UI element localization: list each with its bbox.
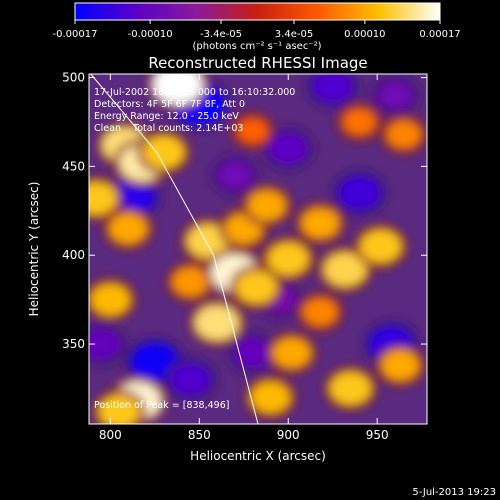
hot-spot: [272, 337, 311, 369]
chart-title: Reconstructed RHESSI Image: [148, 54, 367, 72]
y-tick-label: 400: [62, 248, 85, 262]
hot-spot: [267, 242, 309, 276]
hot-spot: [302, 298, 338, 326]
hot-spot: [153, 74, 203, 105]
colorbar-tick-label: -3.4e-05: [200, 29, 242, 40]
plot-frame: [88, 73, 428, 425]
axis-ticks: 800 850 900 950 350 400 450 500: [62, 71, 427, 442]
y-tick-label: 350: [62, 337, 85, 351]
colorbar-unit-label: (photons cm⁻² s⁻¹ asec⁻²): [192, 41, 321, 52]
cold-spot: [268, 132, 309, 165]
annotation-clean-counts: Clean Total counts: 2.14E+03: [94, 123, 243, 134]
cold-spot: [89, 328, 121, 360]
hot-spot: [250, 381, 291, 414]
hot-spot: [172, 267, 209, 297]
cold-spot: [216, 160, 254, 190]
hot-spot: [109, 213, 148, 244]
y-axis-label: Heliocentric Y (arcsec): [27, 182, 41, 317]
colorbar: [74, 2, 441, 21]
x-tick-label: 950: [366, 428, 389, 442]
colorbar-tick-label: -0.00010: [128, 29, 173, 40]
hot-spot: [329, 372, 372, 405]
cold-spot: [233, 337, 272, 369]
hot-spot: [142, 135, 185, 169]
hot-spot: [247, 190, 286, 221]
cold-spot: [169, 363, 212, 396]
colorbar-ticks: -0.00017 -0.00010 -3.4e-05 3.4e-05 0.00010 0.…: [53, 20, 461, 40]
hot-spot: [235, 270, 277, 304]
hot-spot: [386, 120, 422, 149]
hot-spot: [186, 223, 230, 259]
annotation-time-range: 17-Jul-2002 16:04:56.000 to 16:10:32.000: [94, 87, 295, 98]
heatmap: [89, 74, 427, 424]
x-axis-label: Heliocentric X (arcsec): [190, 449, 326, 463]
hot-spot: [194, 305, 240, 341]
hot-spot: [89, 181, 117, 215]
y-tick-label: 450: [62, 159, 85, 173]
hot-spot: [98, 395, 140, 424]
solar-limb-line: [90, 74, 259, 424]
hot-spot: [90, 283, 131, 316]
x-tick-label: 800: [99, 428, 122, 442]
x-tick-label: 900: [277, 428, 300, 442]
cold-spot: [312, 74, 354, 103]
hot-spot: [236, 118, 269, 144]
hot-spot: [360, 229, 402, 263]
peak-position-label: Position of Peak = [838,496]: [94, 400, 229, 411]
annotation-energy-range: Energy Range: 12.0 - 25.0 keV: [94, 111, 239, 122]
colorbar-tick-label: 3.4e-05: [275, 29, 313, 40]
hot-spot: [381, 350, 420, 381]
cold-spot: [376, 80, 414, 110]
x-tick-label: 850: [188, 428, 211, 442]
cold-spot: [337, 176, 381, 211]
footer-timestamp: 5-Jul-2013 19:23: [412, 487, 496, 498]
annotation-detectors: Detectors: 4F 5F 6F 7F 8F, Att 0: [94, 99, 245, 110]
hot-spot: [342, 108, 376, 136]
hot-spot: [323, 252, 367, 287]
y-tick-label: 500: [62, 71, 85, 85]
colorbar-tick-label: 0.00010: [344, 29, 385, 40]
colorbar-tick-label: -0.00017: [53, 29, 98, 40]
colorbar-tick-label: 0.00017: [419, 29, 460, 40]
hot-spot: [301, 208, 340, 239]
